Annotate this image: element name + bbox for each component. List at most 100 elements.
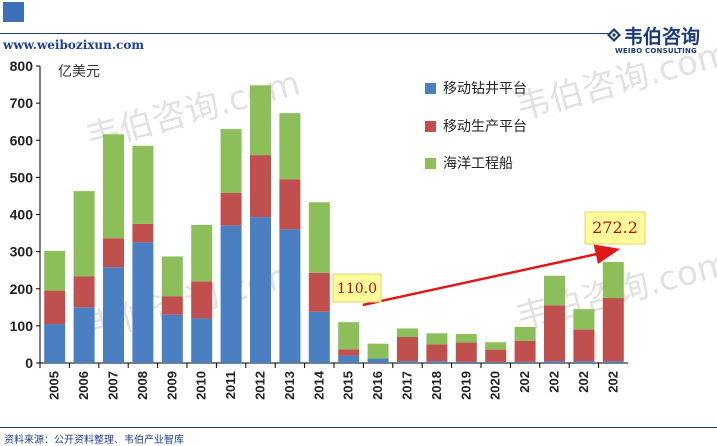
y-tick-label: 800: [10, 58, 34, 74]
bar-segment: [602, 262, 624, 299]
brand-name: 韦伯咨询: [624, 26, 701, 48]
bar-segment: [44, 324, 66, 363]
bar-segment: [250, 85, 271, 156]
bar-segment: [602, 361, 624, 363]
bar-segment: [544, 275, 565, 306]
bar-segment: [308, 202, 330, 273]
bar-segment: [220, 129, 242, 193]
legend-swatch: [425, 83, 436, 94]
bar-segment: [397, 328, 418, 338]
watermark-text: 韦伯咨询.com: [512, 33, 717, 128]
bar-segment: [485, 361, 507, 363]
x-tick-label: 2013: [282, 371, 297, 400]
bar-segment: [132, 223, 154, 243]
bar-segment: [308, 272, 330, 312]
bar-segment: [455, 342, 477, 362]
x-tick-label: 2008: [135, 371, 150, 400]
bar-segment: [161, 314, 183, 363]
bar-segment: [485, 342, 507, 350]
brand-logo: 韦伯咨询 WEIBO CONSULTING: [607, 22, 712, 62]
callout-box: [584, 211, 646, 245]
callout-box: [332, 273, 382, 303]
callout-value: 110.0: [337, 281, 377, 297]
bar-segment: [73, 307, 95, 363]
bar-segment: [426, 361, 448, 363]
brand-subtitle: WEIBO CONSULTING: [615, 47, 697, 55]
bar-segment: [279, 179, 301, 230]
bar-segment: [397, 337, 418, 362]
bar-segment: [103, 134, 124, 239]
x-tick-label: 2020: [488, 371, 503, 400]
y-tick-label: 0: [25, 355, 33, 371]
bar-segment: [191, 281, 213, 319]
x-tick-label: 2010: [194, 371, 209, 400]
x-tick-label: 202: [605, 371, 620, 393]
bar-segment: [426, 344, 448, 362]
x-tick-label: 2011: [223, 371, 238, 399]
legend-label: 海洋工程船: [443, 156, 513, 172]
bar-segment: [250, 217, 271, 363]
x-tick-label: 2007: [106, 371, 121, 400]
y-tick-label: 100: [10, 318, 34, 334]
x-tick-label: 2005: [47, 371, 62, 400]
x-tick-label: 2006: [76, 371, 91, 400]
bar-segment: [191, 318, 213, 363]
bar-segment: [73, 276, 95, 308]
bar-segment: [573, 329, 595, 362]
bar-segment: [161, 256, 183, 297]
bar-segment: [455, 334, 477, 343]
x-tick-label: 202: [576, 371, 591, 393]
y-tick-label: 300: [10, 244, 34, 260]
bar-segment: [132, 145, 154, 224]
bar-segment: [514, 326, 536, 341]
bar-segment: [103, 267, 124, 363]
y-tick-label: 200: [10, 281, 34, 297]
bar-segment: [397, 361, 418, 363]
bar-segment: [161, 296, 183, 315]
x-tick-label: 2016: [370, 371, 385, 400]
bar-segment: [514, 340, 536, 362]
y-axis-label: 亿美元: [58, 64, 100, 80]
bar-segment: [367, 358, 389, 363]
bar-segment: [308, 311, 330, 363]
bar-segment: [220, 192, 242, 226]
bar-segment: [279, 113, 301, 180]
bar-segment: [44, 250, 66, 291]
x-tick-label: 2017: [400, 371, 415, 400]
brand-diamond-icon: [607, 28, 621, 42]
legend-label: 移动钻井平台: [443, 81, 527, 97]
x-tick-label: 2019: [458, 371, 473, 400]
legend-swatch: [425, 158, 436, 169]
x-tick-label: 2012: [253, 371, 268, 400]
y-tick-label: 500: [10, 169, 34, 185]
bar-segment: [132, 242, 154, 363]
header-logo-square: [3, 2, 24, 22]
bar-segment: [573, 361, 595, 363]
bar-segment: [602, 298, 624, 362]
y-tick-label: 600: [10, 132, 34, 148]
legend-label: 移动生产平台: [443, 119, 527, 135]
callout-value: 272.2: [592, 218, 638, 237]
footer-divider: [0, 427, 717, 428]
x-tick-label: 2015: [341, 371, 356, 400]
x-tick-label: 2018: [429, 371, 444, 400]
bar-segment: [573, 309, 595, 330]
legend-swatch: [425, 121, 436, 132]
bar-segment: [514, 361, 536, 363]
header-url: www.weibozixun.com: [3, 38, 145, 52]
header-divider: [0, 33, 612, 34]
bar-segment: [455, 361, 477, 363]
x-tick-label: 202: [517, 371, 532, 393]
x-tick-label: 2009: [164, 371, 179, 400]
bar-segment: [191, 224, 213, 282]
x-tick-label: 202: [547, 371, 562, 393]
bar-segment: [338, 322, 360, 350]
bar-segment: [426, 333, 448, 345]
trend-arrow: [362, 244, 621, 307]
footer-source: 资料来源：公开资料整理、韦伯产业智库: [4, 435, 184, 446]
bar-segment: [279, 229, 301, 363]
bar-segment: [338, 355, 360, 363]
bar-segment: [73, 191, 95, 277]
x-tick-label: 2014: [311, 370, 326, 400]
